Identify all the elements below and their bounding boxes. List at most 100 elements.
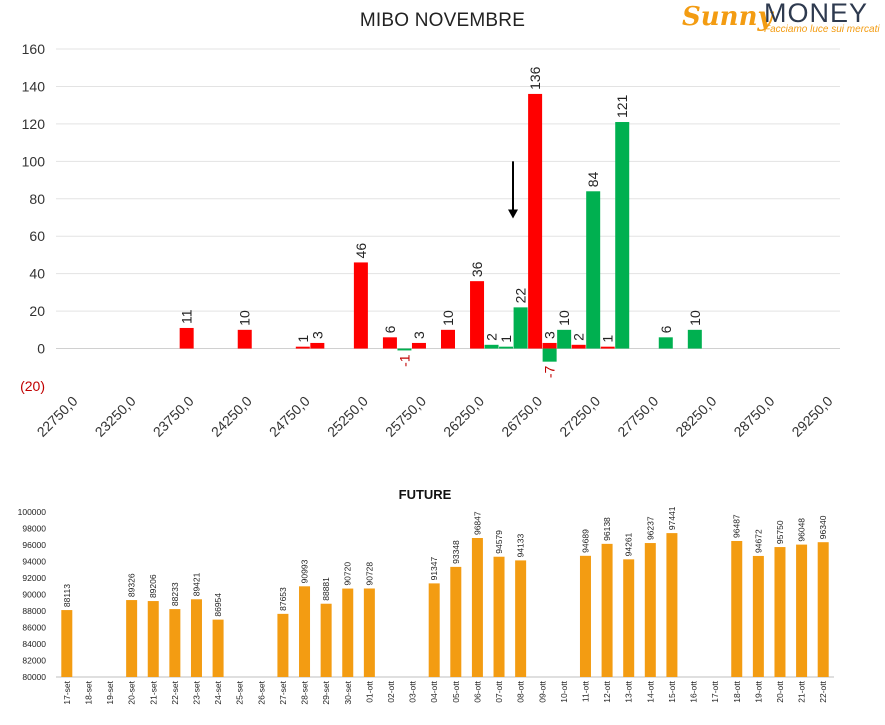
bar [310,342,325,349]
x-tick-label: 07-ott [494,680,504,702]
data-label: 90993 [300,559,310,583]
data-label: 89326 [127,573,137,597]
x-tick-label: 19-set [105,680,115,704]
data-label: 11 [179,309,195,324]
x-tick-label: 21-ott [797,680,807,702]
data-label: 88881 [321,577,331,601]
x-tick-label: 17-set [62,680,72,704]
x-tick-label: 24250,0 [208,393,255,440]
bar [513,307,528,349]
data-label: 97441 [667,506,677,530]
x-tick-label: 27-set [278,680,288,704]
data-label: 89206 [148,574,158,598]
data-label: 84 [585,172,601,188]
y-tick-label: (20) [20,378,45,394]
x-tick-label: 01-ott [364,680,374,702]
data-label: 91347 [429,556,439,580]
data-label: 3 [542,331,558,339]
bar [179,327,194,349]
bar [687,329,702,349]
x-tick-label: 29-set [321,680,331,704]
x-tick-label: 11-ott [580,680,590,702]
x-tick-label: 03-ott [408,680,418,702]
bar [666,533,678,677]
bar [237,329,252,349]
x-tick-label: 28250,0 [672,393,719,440]
bar [295,346,310,349]
data-label: 94133 [516,533,526,557]
y-tick-label: 140 [22,78,46,94]
y-tick-label: 98000 [22,524,46,534]
bar [752,555,764,677]
logo-sunny-text: Sunny [682,2,773,32]
x-tick-label: 20-set [127,680,137,704]
bar [644,543,656,677]
data-label: -1 [396,354,412,367]
x-tick-label: 14-ott [645,680,655,702]
x-tick-label: 22-set [170,680,180,704]
bar [623,559,635,677]
y-tick-label: 120 [22,116,46,132]
bar [428,583,440,677]
data-label: 10 [687,310,703,326]
future-price-chart: 80000 82000 84000 86000 88000 90000 92000 94000… [18,506,834,705]
bottom-chart-title: FUTURE [398,487,452,502]
data-label: 3 [411,331,427,339]
x-tick-label: 23-set [191,680,201,704]
bar [363,588,375,677]
x-tick-label: 25750,0 [382,393,429,440]
data-label: 10 [556,310,572,326]
x-tick-label: 24750,0 [266,393,313,440]
bar [147,601,159,677]
data-label: 94261 [624,532,634,556]
bar [353,262,368,349]
x-tick-label: 09-ott [537,680,547,702]
data-label: 94579 [494,530,504,554]
bar [731,540,743,677]
logo-money-text: MONEY [764,0,869,28]
y-tick-label: 86000 [22,623,46,633]
bar [615,122,630,349]
bar [817,542,829,677]
x-tick-label: 22-ott [818,680,828,702]
bar [601,543,613,677]
arrow-head [508,209,518,219]
data-label: 93348 [451,540,461,564]
x-tick-label: 17-ott [710,680,720,702]
data-label: 90720 [343,562,353,586]
bar [579,555,591,677]
bar [774,547,786,677]
x-tick-label: 16-ott [689,680,699,702]
x-tick-label: 02-ott [386,680,396,702]
bar [169,609,181,677]
data-label: 6 [382,325,398,333]
data-label: 88233 [170,582,180,606]
data-label: 121 [614,94,630,118]
x-tick-label: 27750,0 [614,393,661,440]
x-tick-label: 25250,0 [324,393,371,440]
bar [212,619,224,677]
x-tick-label: 23250,0 [92,393,139,440]
x-tick-label: 22750,0 [34,393,81,440]
data-label: 96048 [797,518,807,542]
bar [658,337,673,349]
data-label: 94672 [753,529,763,553]
x-tick-label: 23750,0 [150,393,197,440]
data-label: 95750 [775,520,785,544]
data-label: 96237 [645,516,655,540]
data-label: 10 [440,310,456,326]
x-tick-label: 08-ott [516,680,526,702]
data-label: 96340 [818,515,828,539]
bar [571,344,586,349]
x-tick-label: 21-set [148,680,158,704]
data-label: 6 [658,325,674,333]
data-label: 2 [484,333,500,341]
y-tick-label: 84000 [22,639,46,649]
top-chart-title: MIBO NOVEMBRE [359,10,526,31]
data-label: 36 [469,261,485,277]
x-tick-label: 26-set [256,680,266,704]
x-tick-label: 15-ott [667,680,677,702]
bar [600,346,615,349]
y-tick-label: 40 [29,266,45,282]
